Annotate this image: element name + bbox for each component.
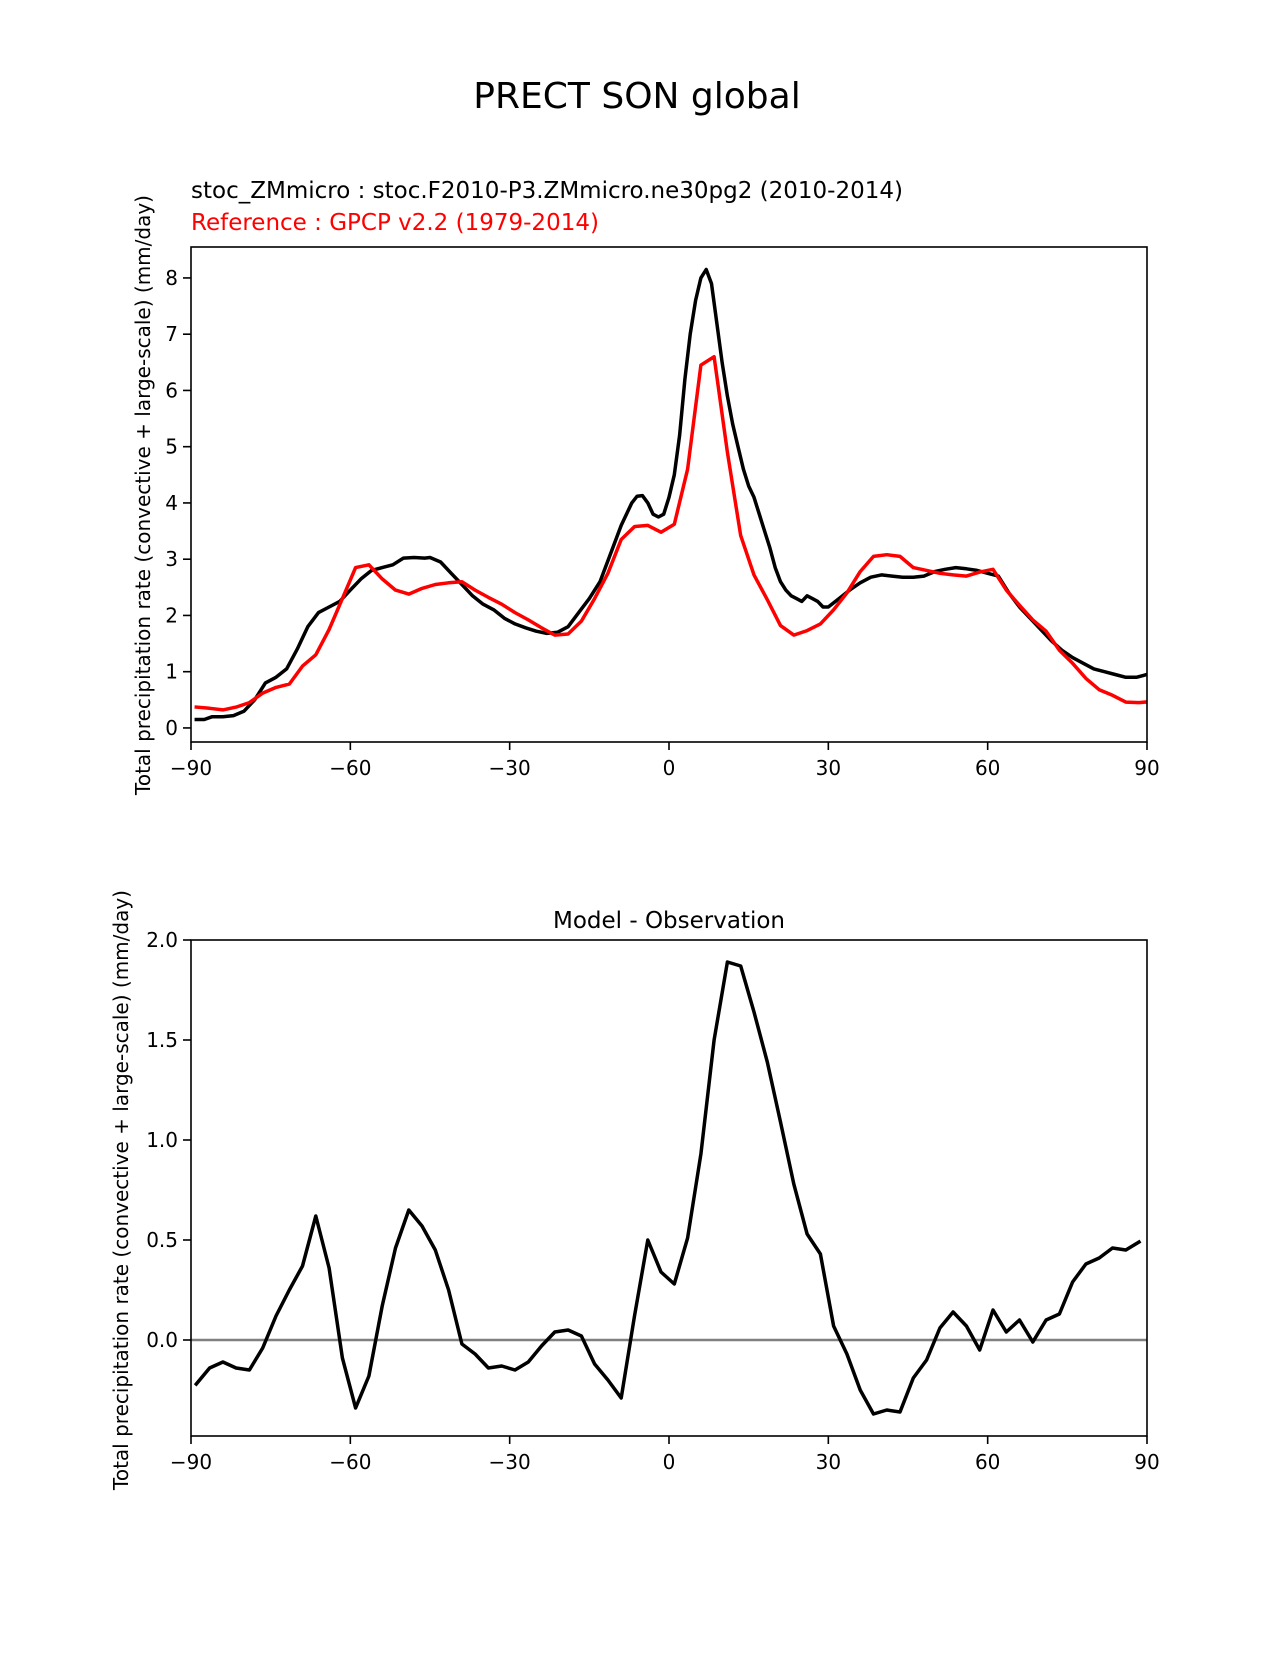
top-ytick-label: 3 bbox=[165, 547, 178, 571]
bottom-ytick-label: 1.0 bbox=[146, 1128, 178, 1152]
top-ytick-label: 5 bbox=[165, 435, 178, 459]
top-xtick-label: −90 bbox=[170, 756, 212, 780]
top-panel: stoc_ZMmicro : stoc.F2010-P3.ZMmicro.ne3… bbox=[131, 178, 1160, 796]
top-ytick-label: 1 bbox=[165, 660, 178, 684]
bottom-xtick-label: 0 bbox=[663, 1450, 676, 1474]
bottom-panel: Model - Observation Total precipitation … bbox=[109, 890, 1160, 1491]
top-subtitle-model: stoc_ZMmicro : stoc.F2010-P3.ZMmicro.ne3… bbox=[191, 178, 903, 204]
top-xtick-label: −30 bbox=[489, 756, 531, 780]
top-series-line-0 bbox=[194, 267, 1147, 722]
top-ylabel: Total precipitation rate (convective + l… bbox=[131, 195, 155, 796]
bottom-xtick-label: −90 bbox=[170, 1450, 212, 1474]
bottom-ylabel: Total precipitation rate (convective + l… bbox=[109, 890, 133, 1491]
bottom-series-line-0 bbox=[193, 960, 1142, 1416]
bottom-xtick-label: 30 bbox=[816, 1450, 841, 1474]
bottom-xtick-label: −30 bbox=[489, 1450, 531, 1474]
top-xtick-label: 60 bbox=[975, 756, 1000, 780]
bottom-xtick-label: 60 bbox=[975, 1450, 1000, 1474]
bottom-ytick-label: 1.5 bbox=[146, 1028, 178, 1052]
top-xtick-label: 90 bbox=[1134, 756, 1159, 780]
top-series-line-1 bbox=[194, 354, 1147, 712]
top-ytick-label: 4 bbox=[165, 491, 178, 515]
bottom-ytick-label: 0.5 bbox=[146, 1228, 178, 1252]
bottom-xtick-label: 90 bbox=[1134, 1450, 1159, 1474]
top-xtick-label: 0 bbox=[663, 756, 676, 780]
top-ytick-label: 6 bbox=[165, 378, 178, 402]
figure-title: PRECT SON global bbox=[473, 76, 800, 117]
top-xtick-label: −60 bbox=[329, 756, 371, 780]
bottom-ytick-label: 0.0 bbox=[146, 1328, 178, 1352]
bottom-xtick-label: −60 bbox=[329, 1450, 371, 1474]
bottom-title: Model - Observation bbox=[553, 908, 785, 934]
top-ytick-label: 8 bbox=[165, 266, 178, 290]
top-ytick-label: 7 bbox=[165, 322, 178, 346]
top-subtitle-reference: Reference : GPCP v2.2 (1979-2014) bbox=[191, 210, 599, 236]
top-xtick-label: 30 bbox=[816, 756, 841, 780]
top-ytick-label: 0 bbox=[165, 716, 178, 740]
top-ytick-label: 2 bbox=[165, 603, 178, 627]
bottom-ytick-label: 2.0 bbox=[146, 928, 178, 952]
